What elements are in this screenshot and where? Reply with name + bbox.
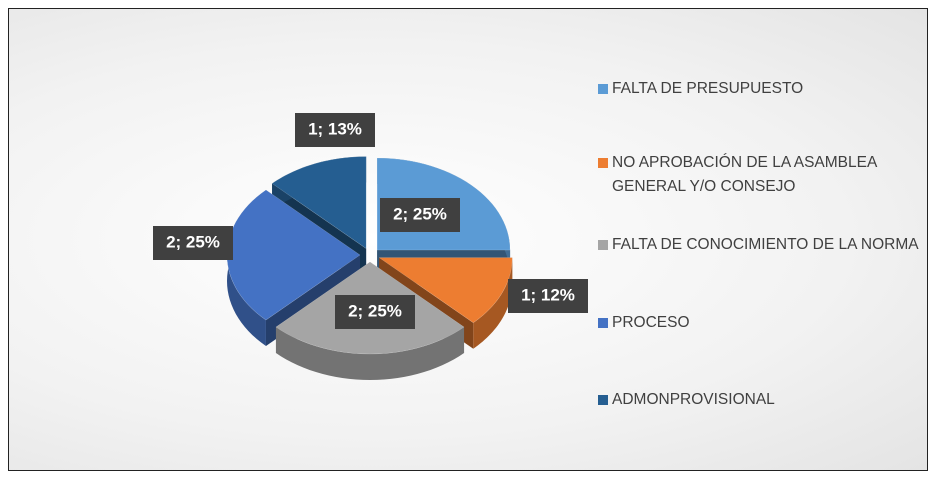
legend-swatch bbox=[598, 395, 608, 405]
slice bbox=[271, 156, 367, 250]
data-label: 2; 25% bbox=[348, 301, 402, 320]
slice-wall bbox=[275, 327, 465, 380]
legend-label: NO APROBACIÓN DE LA ASAMBLEA GENERAL Y/O… bbox=[612, 154, 877, 195]
legend-entry: PROCESO bbox=[598, 311, 923, 335]
data-label: 1; 12% bbox=[521, 285, 575, 304]
legend-label: PROCESO bbox=[612, 314, 690, 331]
legend-entry: NO APROBACIÓN DE LA ASAMBLEA GENERAL Y/O… bbox=[598, 151, 923, 199]
legend-swatch bbox=[598, 240, 608, 250]
pie bbox=[226, 156, 513, 380]
data-label: 1; 13% bbox=[308, 119, 362, 138]
legend-entry: FALTA DE CONOCIMIENTO DE LA NORMA bbox=[598, 233, 923, 257]
data-label-bg bbox=[508, 279, 588, 313]
data-label-bg bbox=[380, 198, 460, 232]
data-label: 2; 25% bbox=[393, 204, 447, 223]
legend-swatch bbox=[598, 158, 608, 168]
data-label: 2; 25% bbox=[166, 232, 220, 251]
legend-label: FALTA DE PRESUPUESTO bbox=[612, 80, 804, 97]
data-label-box: 2; 25% bbox=[335, 295, 415, 329]
legend-entry: ADMONPROVISIONAL bbox=[598, 388, 923, 412]
legend-label: FALTA DE CONOCIMIENTO DE LA NORMA bbox=[612, 236, 919, 253]
data-label-box: 1; 12% bbox=[508, 279, 588, 313]
legend-swatch bbox=[598, 318, 608, 328]
data-label-bg bbox=[153, 226, 233, 260]
data-label-bg bbox=[335, 295, 415, 329]
data-label-box: 1; 13% bbox=[295, 113, 375, 147]
legend-swatch bbox=[598, 84, 608, 94]
slice-wall bbox=[473, 257, 513, 349]
legend-label: ADMONPROVISIONAL bbox=[612, 391, 775, 408]
legend-entry: FALTA DE PRESUPUESTO bbox=[598, 77, 923, 101]
data-label-bg bbox=[295, 113, 375, 147]
data-label-box: 2; 25% bbox=[380, 198, 460, 232]
data-label-box: 2; 25% bbox=[153, 226, 233, 260]
slice bbox=[378, 257, 513, 324]
